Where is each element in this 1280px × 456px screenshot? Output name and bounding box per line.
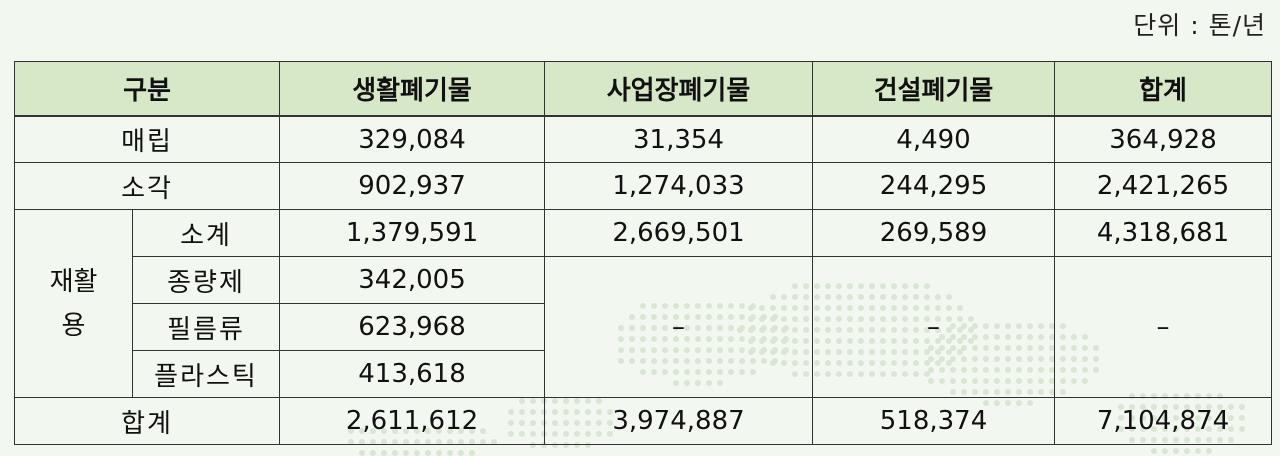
table-cell: 342,005 xyxy=(279,256,545,304)
table-cell: 2,611,612 xyxy=(279,397,545,445)
row-label-paper: 종량제 xyxy=(132,256,280,304)
table-cell: 413,618 xyxy=(279,350,545,398)
header-total: 합계 xyxy=(1054,61,1272,117)
row-label-subtotal: 소계 xyxy=(132,209,280,257)
row-label-film: 필름류 xyxy=(132,303,280,351)
table-cell: 1,274,033 xyxy=(544,162,813,210)
table-row-total: 합계 2,611,612 3,974,887 518,374 7,104,874 xyxy=(14,397,1272,445)
table-cell: 902,937 xyxy=(279,162,545,210)
empty-cell-dash: – xyxy=(812,256,1055,398)
group-label-line: 용 xyxy=(61,310,86,341)
table-cell: 1,379,591 xyxy=(279,209,545,257)
table-row-landfill: 매립 329,084 31,354 4,490 364,928 xyxy=(14,115,1272,163)
row-label-plastic: 플라스틱 xyxy=(132,350,280,398)
header-row: 구분 생활폐기물 사업장폐기물 건설폐기물 합계 xyxy=(14,61,1272,117)
table-row-recycling-subtotal: 재활 용 소계 1,379,591 2,669,501 269,589 4,31… xyxy=(14,209,1272,398)
waste-disposal-table: 구분 생활폐기물 사업장폐기물 건설폐기물 합계 매립 329,084 31,3… xyxy=(14,61,1272,445)
table-row-recycling-paper: 종량제 342,005 – – – xyxy=(15,256,1272,398)
table-cell: 364,928 xyxy=(1054,115,1272,163)
header-business-waste: 사업장폐기물 xyxy=(544,61,813,117)
table-cell: 244,295 xyxy=(812,162,1055,210)
table-row-recycling-film: 필름류 623,968 xyxy=(15,303,1272,351)
group-label-line: 재활 xyxy=(49,266,98,297)
table-cell: 3,974,887 xyxy=(544,397,813,445)
table-row-incineration: 소각 902,937 1,274,033 244,295 2,421,265 xyxy=(14,162,1272,210)
table-cell: 31,354 xyxy=(544,115,813,163)
empty-cell-dash: – xyxy=(1054,256,1272,398)
table-cell: 4,318,681 xyxy=(1054,209,1272,257)
header-household-waste: 생활폐기물 xyxy=(279,61,545,117)
unit-label: 단위 : 톤/년 xyxy=(1133,11,1266,40)
table-cell: 7,104,874 xyxy=(1054,397,1272,445)
row-label-total: 합계 xyxy=(14,397,280,445)
table-cell: 4,490 xyxy=(812,115,1055,163)
row-label-incineration: 소각 xyxy=(14,162,280,210)
table-cell: 518,374 xyxy=(812,397,1055,445)
table-cell: 269,589 xyxy=(812,209,1055,257)
row-label-landfill: 매립 xyxy=(14,115,280,163)
header-category: 구분 xyxy=(14,61,280,117)
table-cell: 329,084 xyxy=(279,115,545,163)
row-group-label-recycling: 재활 용 xyxy=(14,209,133,398)
table-cell: 623,968 xyxy=(279,303,545,351)
table-cell: 2,669,501 xyxy=(544,209,813,257)
empty-cell-dash: – xyxy=(544,256,813,398)
table-row-recycling-plastic: 플라스틱 413,618 xyxy=(15,350,1272,398)
header-construction-waste: 건설폐기물 xyxy=(812,61,1055,117)
table-cell: 2,421,265 xyxy=(1054,162,1272,210)
